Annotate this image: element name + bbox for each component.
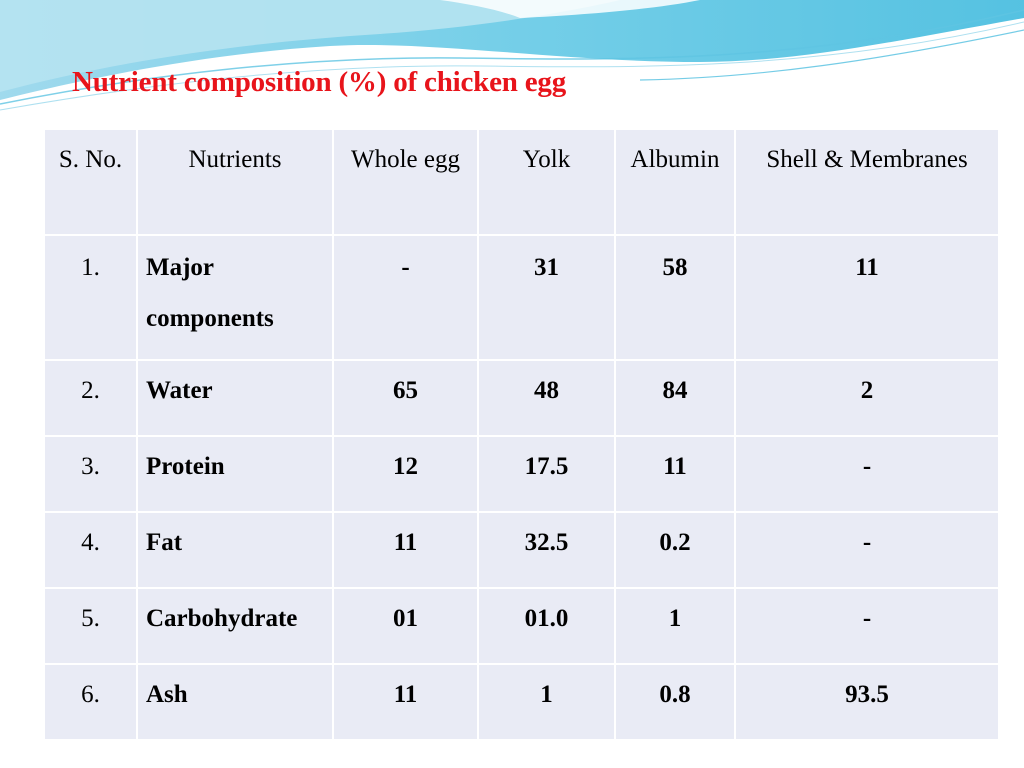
row-nutrient-name: Protein bbox=[136, 435, 334, 513]
row-yolk: 48 bbox=[477, 359, 616, 437]
row-whole-egg: 65 bbox=[332, 359, 479, 437]
row-shell: 11 bbox=[734, 234, 1000, 361]
row-whole-egg: 12 bbox=[332, 435, 479, 513]
row-yolk: 17.5 bbox=[477, 435, 616, 513]
row-albumin: 1 bbox=[614, 587, 736, 665]
table-row: 5. Carbohydrate 01 01.0 1 - bbox=[43, 587, 1000, 665]
row-nutrient-name: Water bbox=[136, 359, 334, 437]
row-whole-egg: 11 bbox=[332, 663, 479, 741]
row-shell: - bbox=[734, 511, 1000, 589]
header-sno: S. No. bbox=[43, 128, 138, 236]
table-header-row: S. No. Nutrients Whole egg Yolk Albumin … bbox=[43, 128, 1000, 236]
table-row: 1. Major components - 31 58 11 bbox=[43, 234, 1000, 361]
row-sno: 2. bbox=[43, 359, 138, 437]
row-yolk: 01.0 bbox=[477, 587, 616, 665]
table-row: 4. Fat 11 32.5 0.2 - bbox=[43, 511, 1000, 589]
row-whole-egg: 01 bbox=[332, 587, 479, 665]
row-sno: 3. bbox=[43, 435, 138, 513]
row-sno: 1. bbox=[43, 234, 138, 361]
row-albumin: 11 bbox=[614, 435, 736, 513]
row-shell: 2 bbox=[734, 359, 1000, 437]
row-whole-egg: 11 bbox=[332, 511, 479, 589]
row-albumin: 84 bbox=[614, 359, 736, 437]
row-shell: - bbox=[734, 587, 1000, 665]
nutrient-table: S. No. Nutrients Whole egg Yolk Albumin … bbox=[43, 128, 1000, 741]
slide-title: Nutrient composition (%) of chicken egg bbox=[72, 66, 567, 98]
row-yolk: 32.5 bbox=[477, 511, 616, 589]
header-nutrients: Nutrients bbox=[136, 128, 334, 236]
row-nutrient-name: Carbohydrate bbox=[136, 587, 334, 665]
row-yolk: 31 bbox=[477, 234, 616, 361]
row-sno: 5. bbox=[43, 587, 138, 665]
table-row: 3. Protein 12 17.5 11 - bbox=[43, 435, 1000, 513]
row-sno: 6. bbox=[43, 663, 138, 741]
row-shell: 93.5 bbox=[734, 663, 1000, 741]
row-nutrient-name: Fat bbox=[136, 511, 334, 589]
header-whole-egg: Whole egg bbox=[332, 128, 479, 236]
table-row: 2. Water 65 48 84 2 bbox=[43, 359, 1000, 437]
row-sno: 4. bbox=[43, 511, 138, 589]
row-nutrient-name: Ash bbox=[136, 663, 334, 741]
row-albumin: 58 bbox=[614, 234, 736, 361]
row-yolk: 1 bbox=[477, 663, 616, 741]
row-whole-egg: - bbox=[332, 234, 479, 361]
row-albumin: 0.2 bbox=[614, 511, 736, 589]
header-shell-membranes: Shell & Membranes bbox=[734, 128, 1000, 236]
header-albumin: Albumin bbox=[614, 128, 736, 236]
row-albumin: 0.8 bbox=[614, 663, 736, 741]
row-nutrient-name: Major components bbox=[136, 234, 334, 361]
header-yolk: Yolk bbox=[477, 128, 616, 236]
header-wave-decoration bbox=[0, 0, 1024, 111]
table-row: 6. Ash 11 1 0.8 93.5 bbox=[43, 663, 1000, 741]
row-shell: - bbox=[734, 435, 1000, 513]
